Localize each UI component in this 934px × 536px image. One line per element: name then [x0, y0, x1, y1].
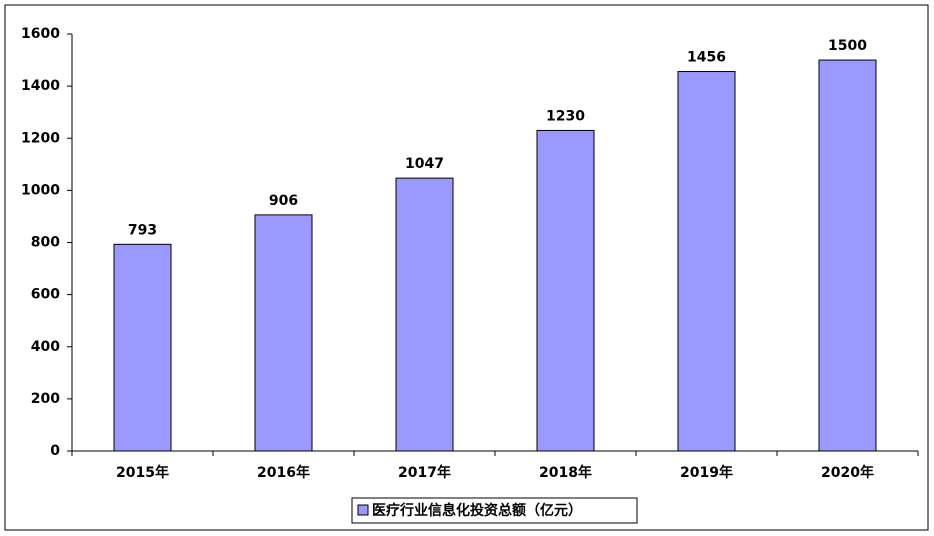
bar [818, 59, 877, 452]
y-tick-label: 400 [31, 339, 60, 355]
y-tick-label: 800 [31, 235, 60, 251]
bar [536, 129, 595, 452]
x-tick-label: 2017年 [398, 464, 451, 481]
y-tick-label: 1600 [21, 26, 60, 42]
y-tick-label: 600 [31, 287, 60, 303]
data-label: 1456 [687, 50, 726, 66]
y-tick-label: 0 [50, 443, 60, 459]
y-tick-label: 200 [31, 391, 60, 407]
legend-label: 医疗行业信息化投资总额（亿元） [372, 502, 582, 519]
legend-box [351, 497, 638, 524]
legend: 医疗行业信息化投资总额（亿元） [351, 497, 638, 524]
data-label: 1047 [405, 156, 444, 172]
bar [113, 243, 172, 452]
x-tick-label: 2016年 [257, 464, 310, 481]
data-label: 793 [128, 222, 157, 238]
y-tick-label: 1400 [21, 78, 60, 94]
bar [395, 177, 454, 452]
x-tick-label: 2018年 [539, 464, 592, 481]
x-tick-label: 2015年 [116, 464, 169, 481]
bar [254, 214, 313, 452]
legend-swatch [357, 504, 369, 516]
data-label: 906 [269, 193, 298, 209]
x-tick-label: 2019年 [680, 464, 733, 481]
y-tick-label: 1000 [21, 182, 60, 198]
x-tick-label: 2020年 [821, 464, 874, 481]
bar [677, 71, 736, 452]
data-label: 1500 [828, 38, 867, 54]
y-tick-label: 1200 [21, 130, 60, 146]
data-label: 1230 [546, 108, 585, 124]
